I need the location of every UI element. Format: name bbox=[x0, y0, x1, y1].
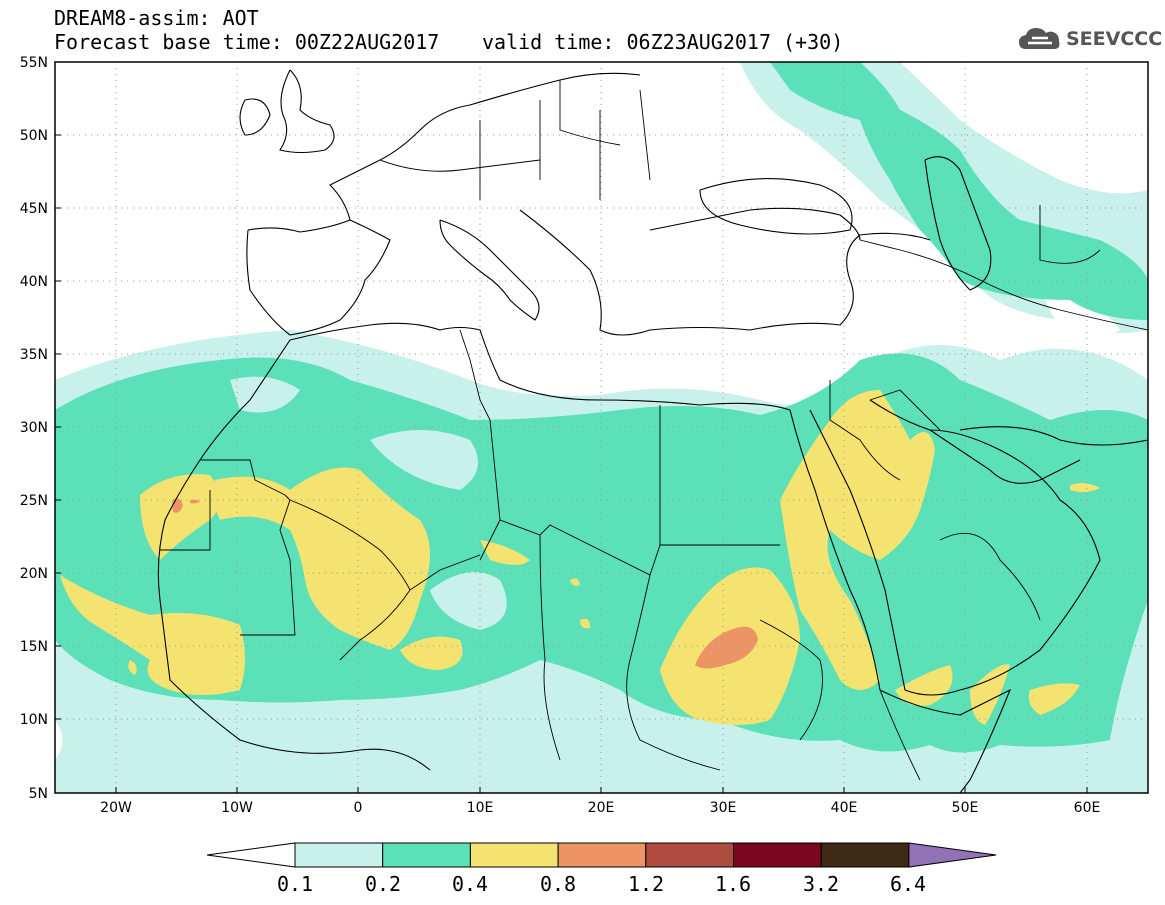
lat-label: 40N bbox=[20, 274, 48, 290]
lat-label: 35N bbox=[20, 347, 48, 363]
lat-labels: 55N 50N 45N 40N 35N 30N 25N 20N 15N 10N … bbox=[20, 55, 48, 802]
lon-labels: 20W 10W 0 10E 20E 30E 40E 50E 60E bbox=[100, 800, 1100, 816]
aot-level-0.1-inner bbox=[230, 376, 507, 630]
colorbar-segment bbox=[382, 842, 471, 868]
logo-text: SEEVCCC bbox=[1066, 28, 1163, 50]
colorbar-segment bbox=[820, 842, 910, 868]
lon-label: 50E bbox=[952, 800, 979, 816]
coastlines bbox=[157, 69, 1148, 793]
lat-label: 55N bbox=[20, 55, 48, 71]
lat-label: 10N bbox=[20, 712, 48, 728]
lat-label: 50N bbox=[20, 128, 48, 144]
borders bbox=[160, 80, 1148, 781]
lat-label: 15N bbox=[20, 639, 48, 655]
colorbar-segment bbox=[645, 842, 734, 868]
cloud-icon bbox=[1019, 28, 1060, 49]
colorbar-label: 0.4 bbox=[452, 872, 488, 896]
lat-label: 45N bbox=[20, 201, 48, 217]
forecast-base-time: Forecast base time: 00Z22AUG2017 bbox=[54, 30, 440, 54]
colorbar-label: 6.4 bbox=[890, 872, 926, 896]
colorbar-segment bbox=[908, 842, 997, 868]
lon-label: 0 bbox=[354, 800, 363, 816]
map-title: DREAM8-assim: AOT bbox=[54, 6, 259, 30]
lat-label: 5N bbox=[29, 786, 48, 802]
lon-label: 20E bbox=[588, 800, 615, 816]
colorbar-label: 1.2 bbox=[628, 872, 664, 896]
colorbar bbox=[206, 842, 997, 868]
aot-field bbox=[55, 62, 1148, 793]
lon-label: 20W bbox=[100, 800, 132, 816]
lon-label: 10E bbox=[467, 800, 494, 816]
colorbar-label: 0.1 bbox=[277, 872, 313, 896]
lat-label: 30N bbox=[20, 420, 48, 436]
colorbar-label: 3.2 bbox=[803, 872, 839, 896]
lat-label: 20N bbox=[20, 566, 48, 582]
graticule bbox=[55, 62, 1148, 793]
lon-label: 10W bbox=[221, 800, 253, 816]
lon-label: 60E bbox=[1074, 800, 1101, 816]
colorbar-labels: 0.1 0.2 0.4 0.8 1.2 1.6 3.2 6.4 bbox=[277, 872, 926, 896]
colorbar-segment bbox=[557, 842, 647, 868]
colorbar-segment bbox=[733, 842, 822, 868]
colorbar-label: 0.8 bbox=[540, 872, 576, 896]
tick-marks bbox=[55, 61, 1088, 793]
colorbar-segment bbox=[469, 842, 559, 868]
colorbar-label: 0.2 bbox=[365, 872, 401, 896]
valid-time: valid time: 06Z23AUG2017 (+30) bbox=[482, 30, 844, 54]
seevccc-logo: SEEVCCC bbox=[1018, 24, 1162, 54]
lon-label: 30E bbox=[710, 800, 737, 816]
colorbar-segment bbox=[294, 842, 384, 868]
colorbar-label: 1.6 bbox=[715, 872, 751, 896]
colorbar-segment bbox=[206, 842, 296, 868]
lon-label: 40E bbox=[831, 800, 858, 816]
lat-label: 25N bbox=[20, 493, 48, 509]
